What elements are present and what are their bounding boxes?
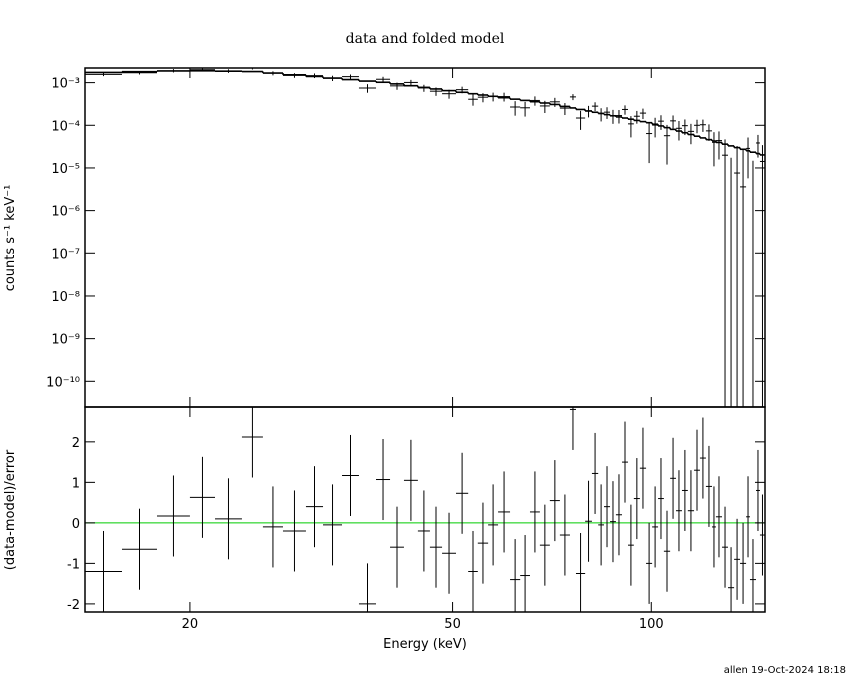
x-tick-label: 20	[182, 617, 199, 632]
chart-title: data and folded model	[346, 31, 505, 47]
y-tick-label: 10⁻¹⁰	[46, 375, 80, 390]
y-tick-label: 10⁻⁸	[51, 290, 80, 305]
x-tick-label: 50	[444, 617, 461, 632]
footer: allen 19-Oct-2024 18:18	[724, 665, 846, 676]
plot-frame	[84, 67, 766, 408]
y-tick-label: -1	[67, 557, 80, 572]
y-tick-label: 10⁻⁴	[51, 119, 80, 134]
y-tick-label: 2	[72, 436, 80, 451]
x-tick-label: 100	[639, 617, 664, 632]
y-tick-label: 10⁻³	[51, 77, 80, 92]
axes: 10⁻³ 10⁻⁴ 10⁻⁵ 10⁻⁶ 10⁻⁷ 10⁻⁸ 10⁻⁹ 10⁻¹⁰ -2 -1 0 1 2…	[46, 67, 766, 632]
plot-frame	[84, 406, 766, 613]
y-tick-label: 10⁻⁵	[51, 162, 80, 177]
y-axis-label: (data-model)/error	[3, 449, 18, 570]
y-tick-label: 1	[72, 476, 80, 491]
y-tick-label: 10⁻⁹	[51, 333, 80, 348]
y-axis-label: counts s⁻¹ keV⁻¹	[3, 185, 18, 292]
x-axis-label: Energy (keV)	[383, 637, 467, 652]
y-tick-label: -2	[67, 598, 80, 613]
residual-panel	[85, 407, 765, 612]
spectrum-panel	[85, 68, 765, 407]
y-tick-label: 10⁻⁷	[51, 247, 80, 262]
y-tick-label: 0	[72, 517, 80, 532]
y-tick-label: 10⁻⁶	[51, 205, 80, 220]
